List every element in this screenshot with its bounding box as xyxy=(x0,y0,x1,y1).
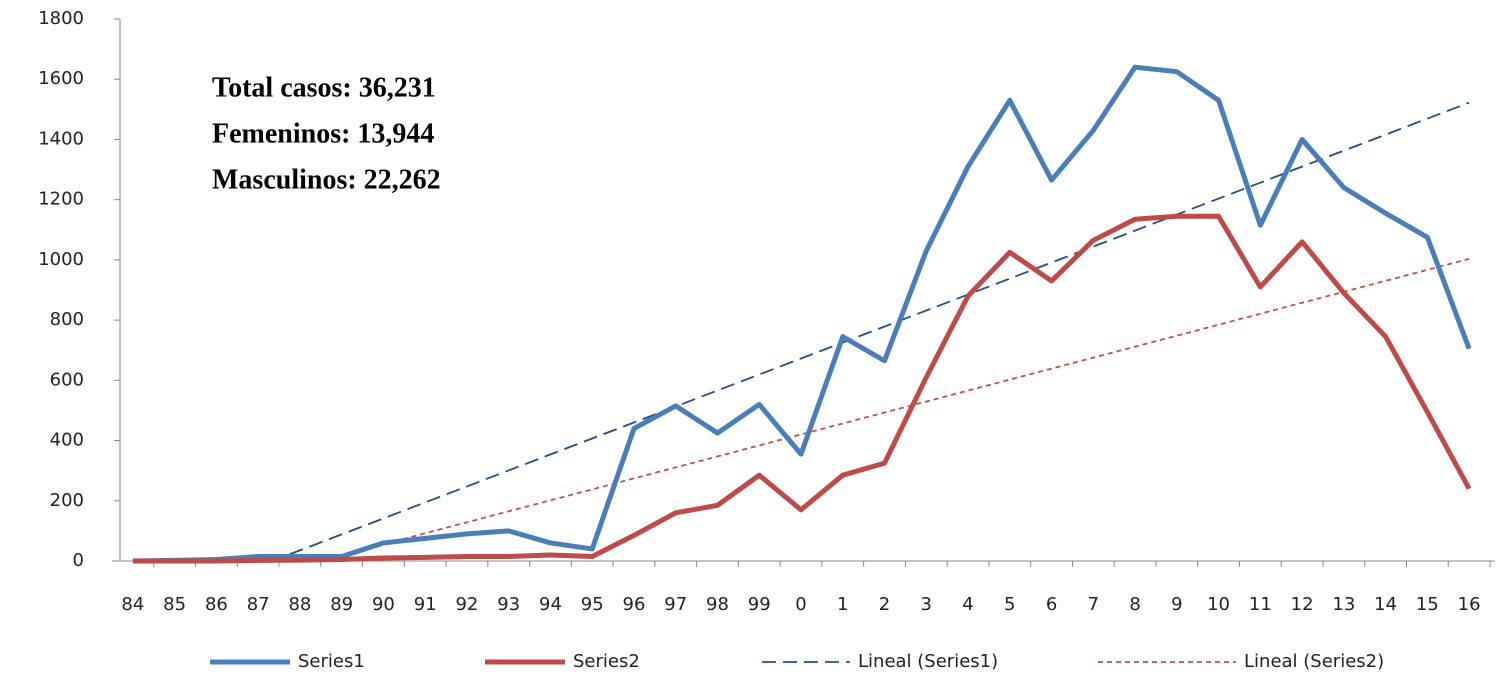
y-tick-label: 400 xyxy=(50,430,84,451)
x-tick-label: 1 xyxy=(837,594,848,615)
x-tick-label: 2 xyxy=(879,594,890,615)
y-tick-label: 200 xyxy=(50,490,84,511)
x-tick-label: 90 xyxy=(372,594,395,615)
x-tick-label: 87 xyxy=(247,594,270,615)
legend-label: Series2 xyxy=(573,651,640,672)
legend-label: Lineal (Series2) xyxy=(1244,651,1384,672)
y-tick-label: 1000 xyxy=(38,249,84,270)
x-tick-label: 91 xyxy=(414,594,437,615)
x-tick-label: 14 xyxy=(1374,594,1397,615)
annotation: Masculinos: 22,262 xyxy=(212,164,441,195)
x-tick-label: 7 xyxy=(1088,594,1099,615)
legend-label: Lineal (Series1) xyxy=(858,651,998,672)
x-tick-label: 8 xyxy=(1129,594,1140,615)
x-tick-label: 97 xyxy=(664,594,687,615)
legend-label: Series1 xyxy=(298,651,365,672)
x-tick-label: 86 xyxy=(205,594,228,615)
trend-line xyxy=(269,101,1470,561)
annotation: Femeninos: 13,944 xyxy=(212,118,434,149)
x-tick-label: 93 xyxy=(497,594,520,615)
annotation: Total casos: 36,231 xyxy=(212,72,436,103)
x-tick-label: 16 xyxy=(1458,594,1481,615)
y-tick-label: 0 xyxy=(73,550,84,571)
x-tick-label: 6 xyxy=(1046,594,1057,615)
y-tick-label: 1200 xyxy=(38,189,84,210)
x-tick-label: 3 xyxy=(921,594,932,615)
x-tick-label: 11 xyxy=(1249,594,1272,615)
x-tick-label: 9 xyxy=(1171,594,1182,615)
x-tick-label: 12 xyxy=(1291,594,1314,615)
x-tick-label: 94 xyxy=(539,594,562,615)
x-tick-label: 89 xyxy=(330,594,353,615)
x-tick-label: 98 xyxy=(706,594,729,615)
y-tick-label: 600 xyxy=(50,369,84,390)
y-tick-label: 1800 xyxy=(38,8,84,29)
x-tick-label: 85 xyxy=(163,594,186,615)
series-line xyxy=(132,64,1472,564)
x-tick-label: 88 xyxy=(288,594,311,615)
x-tick-label: 99 xyxy=(748,594,771,615)
x-tick-label: 92 xyxy=(455,594,478,615)
x-tick-label: 0 xyxy=(795,594,806,615)
y-tick-label: 800 xyxy=(50,309,84,330)
x-tick-label: 95 xyxy=(581,594,604,615)
y-tick-label: 1600 xyxy=(38,68,84,89)
x-tick-label: 10 xyxy=(1207,594,1230,615)
y-tick-label: 1400 xyxy=(38,128,84,149)
x-tick-label: 13 xyxy=(1332,594,1355,615)
x-tick-label: 96 xyxy=(623,594,646,615)
x-tick-label: 4 xyxy=(962,594,973,615)
x-tick-label: 5 xyxy=(1004,594,1015,615)
series-line xyxy=(132,213,1472,564)
x-tick-label: 15 xyxy=(1416,594,1439,615)
x-tick-label: 84 xyxy=(121,594,144,615)
